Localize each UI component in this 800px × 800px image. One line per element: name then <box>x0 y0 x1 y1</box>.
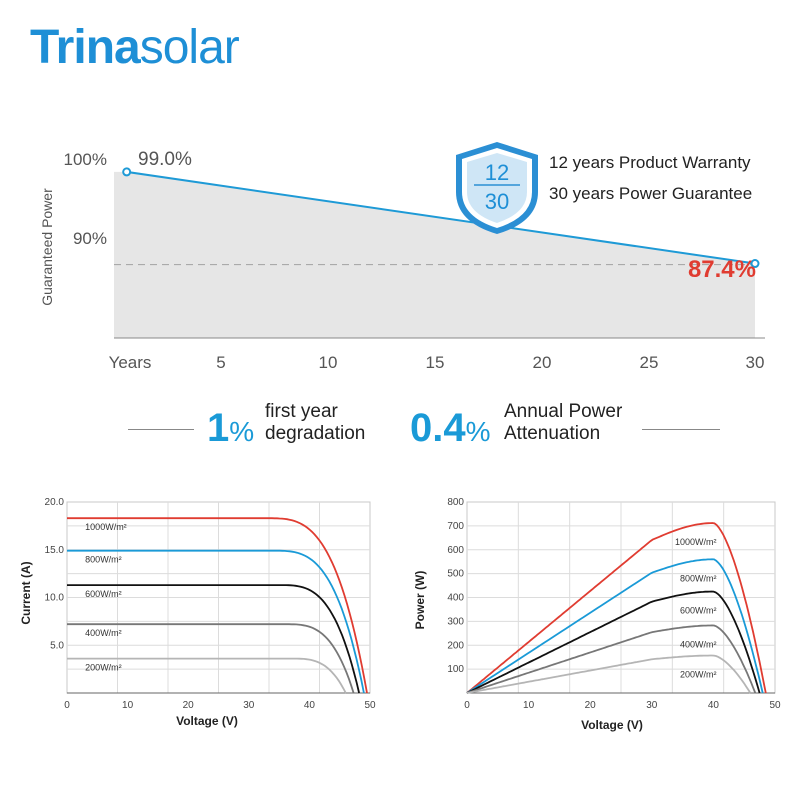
annual-unit: % <box>465 416 491 447</box>
pv-curve-label: 800W/m² <box>680 573 717 583</box>
iv-curve-label: 800W/m² <box>85 555 122 565</box>
iv-curves: 1000W/m² 800W/m² 600W/m² 400W/m² 200W/m² <box>67 517 368 694</box>
y-tick-label: 500 <box>447 569 464 580</box>
warranty-line-2: 30 years Power Guarantee <box>549 184 752 203</box>
x-tick-5: 5 <box>216 353 225 372</box>
guarantee-start-point <box>122 167 132 177</box>
y-tick-90: 90% <box>73 229 107 248</box>
y-tick-label: 10.0 <box>45 593 65 604</box>
pv-curve-label: 600W/m² <box>680 606 717 616</box>
guarantee-y-label: Guaranteed Power <box>39 188 55 306</box>
guarantee-x-ticks: Years 5 10 15 20 25 30 <box>109 353 765 372</box>
iv-curve-label: 200W/m² <box>85 663 122 673</box>
annual-value: 0.4 <box>410 406 466 450</box>
first-year-text-line1: first year <box>265 401 338 422</box>
start-value-label: 99.0% <box>138 149 192 170</box>
x-tick-30: 30 <box>746 353 765 372</box>
iv-x-label: Voltage (V) <box>176 714 238 728</box>
iv-curve-600 <box>67 584 360 694</box>
pv-grid <box>466 501 776 694</box>
annual-text-line2: Attenuation <box>504 423 601 444</box>
annual-attenuation-value: 0.4% <box>410 408 491 448</box>
guarantee-end-point <box>750 259 760 269</box>
shield-icon: 12 30 <box>456 142 538 234</box>
x-tick-15: 15 <box>426 353 445 372</box>
y-tick-label: 400 <box>447 593 464 604</box>
right-divider-line <box>642 429 720 430</box>
y-tick-label: 200 <box>447 640 464 651</box>
iv-curve-400 <box>67 623 355 694</box>
y-tick-label: 15.0 <box>45 545 65 556</box>
annual-text-line1: Annual Power <box>504 401 623 422</box>
iv-curve-200 <box>67 657 347 694</box>
pv-curves: 1000W/m² 800W/m² 600W/m² 400W/m² 200W/m² <box>466 522 767 694</box>
first-year-text: first year degradation <box>265 401 365 445</box>
pv-x-label: Voltage (V) <box>581 718 643 732</box>
iv-ticks: 0 10 20 30 40 50 5.0 10.0 15.0 20.0 <box>45 497 376 711</box>
iv-curve-800 <box>67 549 365 694</box>
iv-curve-chart: 0 10 20 30 40 50 5.0 10.0 15.0 20.0 1000W/m² 800W/… <box>19 497 376 728</box>
guarantee-chart: 100% 90% Guaranteed Power 99.0% 87.4% Ye… <box>39 142 765 372</box>
pv-curve-600 <box>466 590 761 694</box>
pv-curve-label: 1000W/m² <box>675 537 717 547</box>
trinasolar-logo: Trinasolar <box>30 21 240 74</box>
iv-curve-1000 <box>67 517 368 694</box>
end-value-label: 87.4% <box>688 256 756 283</box>
first-year-text-line2: degradation <box>265 423 366 444</box>
x-tick-label: 0 <box>64 700 70 711</box>
x-tick-label: 20 <box>585 700 597 711</box>
guarantee-area <box>114 171 755 338</box>
iv-curve-label: 600W/m² <box>85 589 122 599</box>
y-tick-label: 5.0 <box>50 640 64 651</box>
logo-trina: Trina <box>30 21 141 74</box>
x-tick-25: 25 <box>640 353 659 372</box>
pv-curve-1000 <box>466 522 767 694</box>
iv-curve-label: 1000W/m² <box>85 522 127 532</box>
x-tick-label: 20 <box>183 700 195 711</box>
first-year-degradation-value: 1% <box>207 408 254 448</box>
pv-curve-200 <box>466 654 752 694</box>
x-tick-label: 50 <box>364 700 376 711</box>
y-tick-label: 20.0 <box>45 497 65 508</box>
x-tick-label: 10 <box>122 700 134 711</box>
badge-top-number: 12 <box>485 160 509 185</box>
badge-bottom-number: 30 <box>485 189 509 214</box>
pv-curve-400 <box>466 624 757 694</box>
guarantee-line <box>126 170 756 265</box>
y-tick-label: 600 <box>447 545 464 556</box>
x-tick-20: 20 <box>533 353 552 372</box>
left-divider-line <box>128 429 194 430</box>
x-tick-label: 30 <box>243 700 255 711</box>
pv-curve-800 <box>466 558 764 694</box>
y-tick-label: 700 <box>447 521 464 532</box>
x-tick-label: 0 <box>464 700 470 711</box>
y-tick-label: 100 <box>447 664 464 675</box>
pv-curve-label: 400W/m² <box>680 639 717 649</box>
iv-y-label: Current (A) <box>19 561 33 624</box>
x-tick-label: 30 <box>646 700 658 711</box>
annual-text: Annual Power Attenuation <box>504 401 622 445</box>
first-year-value: 1 <box>207 406 230 450</box>
x-tick-10: 10 <box>319 353 338 372</box>
y-tick-100: 100% <box>64 150 107 169</box>
y-tick-label: 800 <box>447 497 464 508</box>
logo-solar: solar <box>139 21 240 74</box>
x-tick-label: 50 <box>769 700 781 711</box>
first-year-unit: % <box>229 416 255 447</box>
pv-curve-label: 200W/m² <box>680 670 717 680</box>
pv-y-label: Power (W) <box>413 571 427 630</box>
x-tick-years: Years <box>109 353 152 372</box>
x-tick-label: 10 <box>523 700 535 711</box>
pv-curve-chart: 0 10 20 30 40 50 100 200 300 400 500 600 700 800 1000… <box>413 497 781 732</box>
warranty-line-1: 12 years Product Warranty <box>549 153 751 172</box>
x-tick-label: 40 <box>304 700 316 711</box>
x-tick-label: 40 <box>708 700 720 711</box>
y-tick-label: 300 <box>447 616 464 627</box>
iv-curve-label: 400W/m² <box>85 628 122 638</box>
pv-ticks: 0 10 20 30 40 50 100 200 300 400 500 600 700 800 <box>447 497 781 711</box>
